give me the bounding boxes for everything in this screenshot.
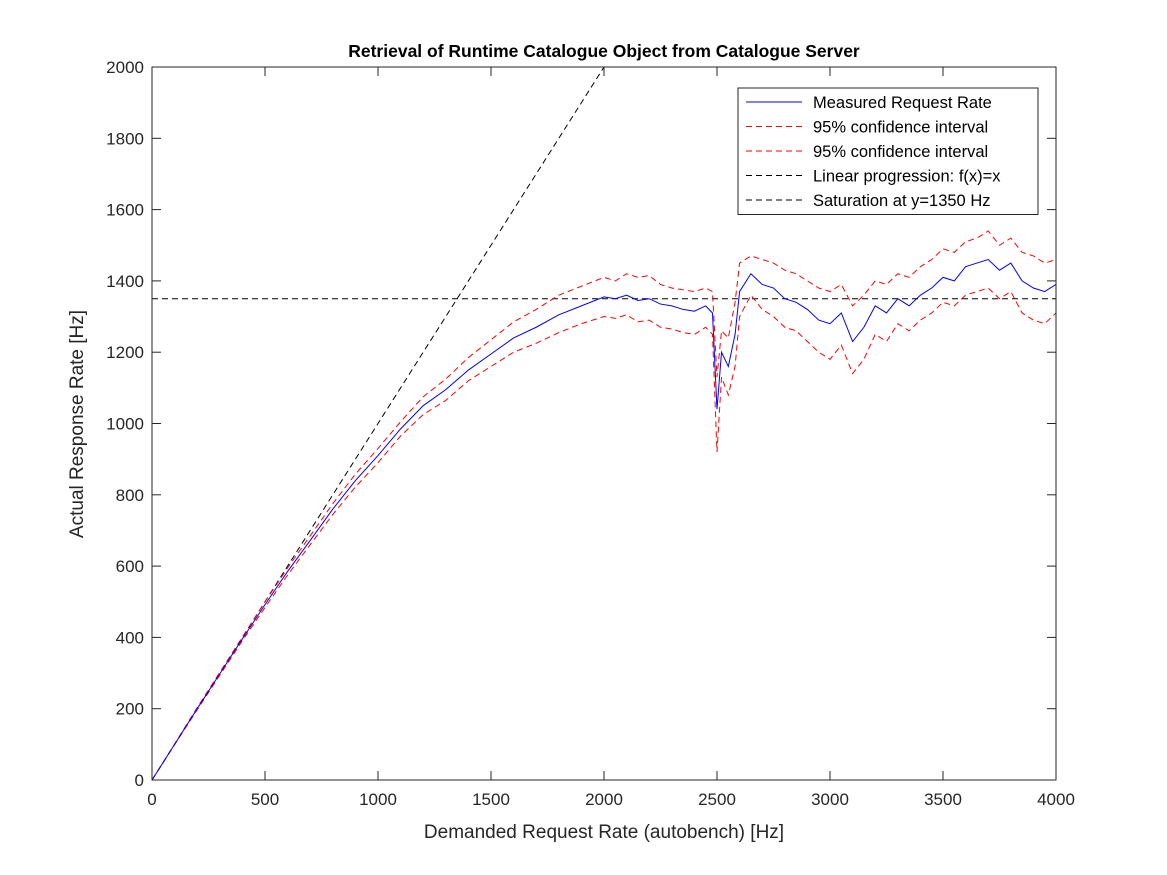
y-tick-label: 600	[116, 557, 144, 576]
y-tick-label: 800	[116, 486, 144, 505]
y-tick-label: 0	[135, 771, 144, 790]
chart-title: Retrieval of Runtime Catalogue Object fr…	[348, 41, 860, 61]
x-tick-label: 2000	[585, 790, 623, 809]
y-tick-label: 1400	[106, 272, 144, 291]
x-tick-label: 3500	[924, 790, 962, 809]
legend-label: 95% confidence interval	[813, 143, 988, 161]
y-tick-label: 1000	[106, 415, 144, 434]
series-line-1	[152, 230, 1056, 780]
series-line-0	[152, 258, 1056, 780]
x-tick-label: 4000	[1037, 790, 1075, 809]
series-line-2	[152, 287, 1056, 780]
y-tick-label: 200	[116, 700, 144, 719]
y-tick-label: 1200	[106, 343, 144, 362]
x-tick-label: 1500	[472, 790, 510, 809]
legend-label: 95% confidence interval	[813, 119, 988, 137]
x-tick-label: 3000	[811, 790, 849, 809]
x-axis: 0 500 1000 1500 2000 2500 3000 3500 4000	[147, 67, 1075, 809]
y-axis-label: Actual Response Rate [Hz]	[67, 310, 88, 538]
legend-label: Saturation at y=1350 Hz	[813, 192, 991, 210]
x-axis-label: Demanded Request Rate (autobench) [Hz]	[424, 822, 784, 843]
y-tick-label: 2000	[106, 58, 144, 77]
series-layer	[152, 67, 1056, 780]
x-tick-label: 1000	[359, 790, 397, 809]
x-tick-label: 2500	[698, 790, 736, 809]
y-tick-label: 400	[116, 628, 144, 647]
y-tick-label: 1800	[106, 129, 144, 148]
legend-label: Measured Request Rate	[813, 94, 992, 112]
y-tick-label: 1600	[106, 201, 144, 220]
legend-label: Linear progression: f(x)=x	[813, 168, 1001, 186]
y-axis: 0 200 400 600 800 1000 1200 1400 1600 1800 2000	[106, 58, 1056, 790]
x-tick-label: 500	[251, 790, 279, 809]
x-tick-label: 0	[147, 790, 156, 809]
legend: Measured Request Rate 95% confidence inte…	[737, 87, 1039, 215]
